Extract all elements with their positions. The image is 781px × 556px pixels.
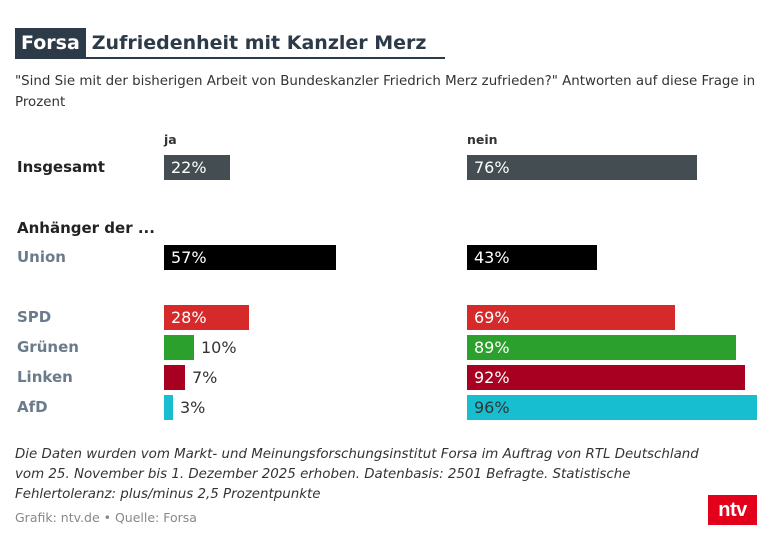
- chart-title: Forsa Zufriedenheit mit Kanzler Merz: [15, 28, 445, 59]
- bar-value-label-nein: 76%: [474, 158, 510, 177]
- bar-value-label-nein: 96%: [474, 398, 510, 417]
- bar-ja: [164, 155, 230, 180]
- chart-subtitle: "Sind Sie mit der bisherigen Arbeit von …: [15, 74, 756, 110]
- bar-value-label-ja: 7%: [192, 368, 218, 387]
- bar-nein: [467, 155, 697, 180]
- bar-value-label-ja: 57%: [171, 248, 207, 267]
- row-label: SPD: [17, 308, 52, 326]
- bar-nein: [467, 395, 757, 420]
- column-header-ja: ja: [164, 132, 177, 147]
- title-text: Zufriedenheit mit Kanzler Merz: [91, 31, 427, 54]
- column-header-nein: nein: [467, 132, 498, 147]
- row-label: Union: [17, 248, 66, 266]
- bar-value-label-ja: 10%: [201, 338, 237, 357]
- row-label: Linken: [17, 368, 73, 386]
- bar-value-label-nein: 89%: [474, 338, 510, 357]
- group-label: Anhänger der ...: [17, 219, 155, 237]
- bar-ja: [164, 245, 336, 270]
- bar-ja: [164, 365, 185, 390]
- bar-nein: [467, 335, 736, 360]
- bar-value-label-nein: 43%: [474, 248, 510, 267]
- bar-value-label-ja: 3%: [180, 398, 206, 417]
- bar-ja: [164, 305, 249, 330]
- bar-nein: [467, 365, 745, 390]
- bar-nein: [467, 245, 597, 270]
- credit: Grafik: ntv.de • Quelle: Forsa: [15, 510, 197, 525]
- bar-nein: [467, 305, 675, 330]
- source-tag: Forsa: [15, 28, 86, 57]
- bar-value-label-ja: 28%: [171, 308, 207, 327]
- bar-value-label-ja: 22%: [171, 158, 207, 177]
- ntv-logo: ntv: [708, 495, 757, 525]
- footnote: Die Daten wurden vom Markt- und Meinungs…: [15, 447, 699, 502]
- bar-ja: [164, 395, 173, 420]
- bar-value-label-nein: 92%: [474, 368, 510, 387]
- row-label: AfD: [17, 398, 48, 416]
- row-label: Grünen: [17, 338, 79, 356]
- bar-value-label-nein: 69%: [474, 308, 510, 327]
- bar-ja: [164, 335, 194, 360]
- row-label: Insgesamt: [17, 158, 105, 176]
